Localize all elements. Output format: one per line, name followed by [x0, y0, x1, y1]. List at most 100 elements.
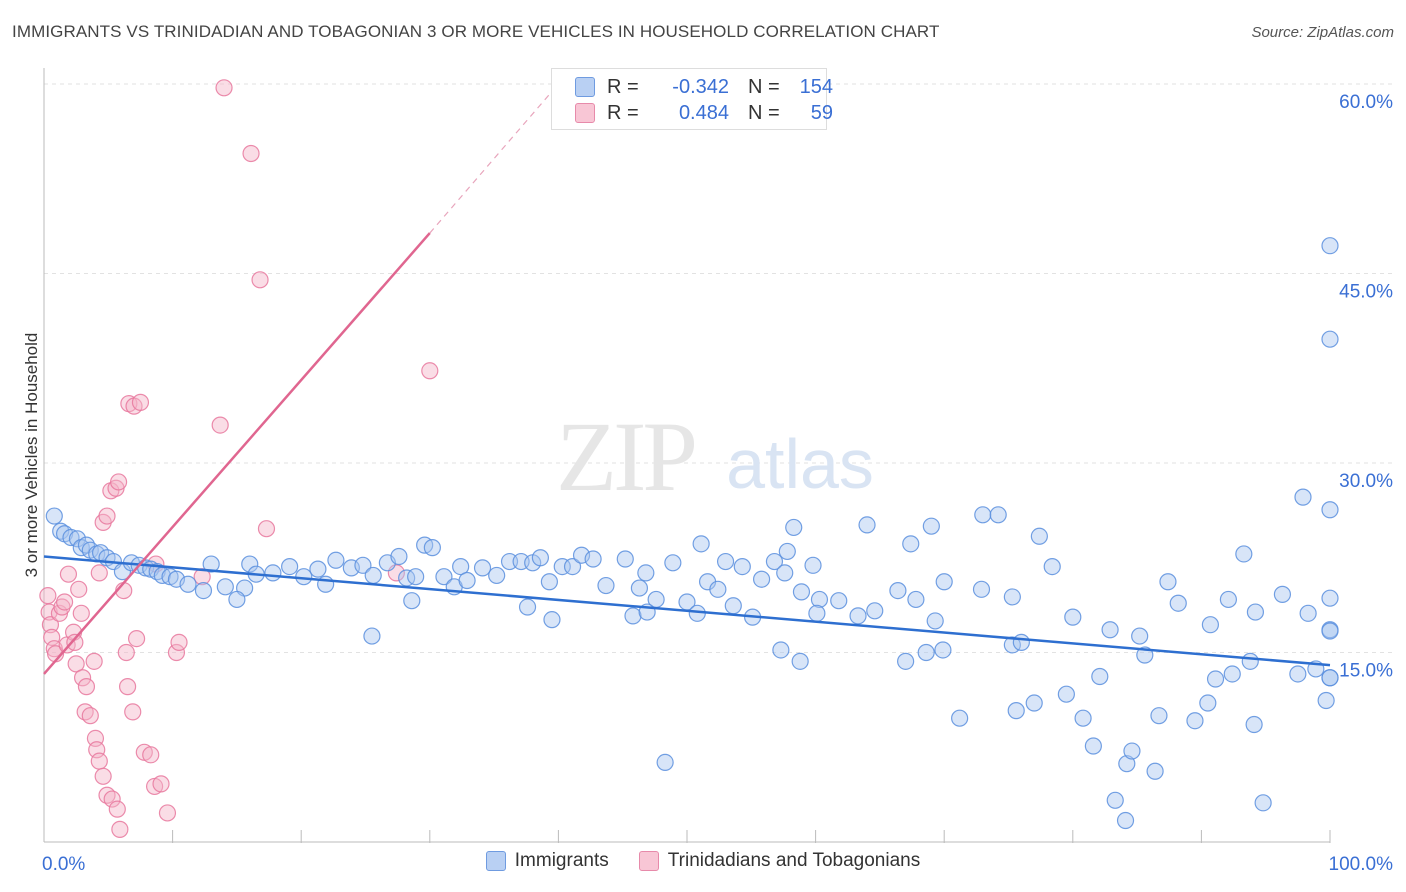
immigrants-point	[1246, 603, 1265, 621]
trinidadians-points	[39, 79, 439, 838]
immigrants-point	[584, 550, 602, 568]
trinidadians-point	[103, 790, 121, 808]
r-label: R =	[607, 101, 645, 124]
immigrants-point	[972, 580, 991, 598]
r-value-trinidadians: 0.484	[678, 101, 729, 124]
immigrants-point	[974, 506, 992, 524]
trinidadians-point	[109, 473, 128, 491]
immigrants-point	[1169, 594, 1187, 612]
legend-label-trinidadians: Trinidadians and Tobagonians	[667, 850, 921, 871]
immigrants-point	[68, 530, 87, 548]
trinidadians-point	[41, 616, 60, 634]
immigrants-point	[1057, 685, 1075, 703]
immigrants-point	[407, 568, 425, 586]
immigrants-point	[1321, 589, 1339, 607]
immigrants-point	[810, 590, 829, 609]
immigrants-point	[194, 581, 213, 600]
immigrants-point	[281, 557, 299, 576]
trinidadians-point	[81, 707, 99, 725]
legend-swatch-trinidadians	[638, 851, 659, 871]
trend-lines	[43, 83, 1331, 675]
immigrants-point	[364, 566, 382, 585]
immigrants-point	[1201, 616, 1220, 634]
trinidadians-point	[117, 643, 135, 662]
immigrants-point	[902, 535, 920, 553]
y-tick-label: 15.0%	[1339, 661, 1393, 682]
immigrants-point	[390, 547, 408, 566]
y-axis-title: 3 or more Vehicles in Household	[22, 332, 41, 578]
immigrants-point	[1235, 545, 1253, 563]
immigrants-point	[1084, 737, 1102, 755]
immigrants-point	[403, 592, 421, 610]
immigrants-point	[354, 556, 372, 574]
immigrants-point	[889, 581, 907, 600]
immigrants-point	[452, 557, 470, 576]
trinidadians-point	[131, 393, 150, 411]
n-value-immigrants: 154	[799, 75, 833, 98]
trinidadians-point	[90, 564, 108, 582]
immigrants-point	[804, 556, 822, 574]
trinidadians-point	[59, 565, 78, 583]
legend-item-immigrants: Immigrants	[485, 850, 609, 872]
axes	[43, 68, 1331, 843]
immigrants-point	[1321, 330, 1339, 348]
trinidadians-point	[421, 362, 439, 380]
immigrants-point	[309, 560, 327, 578]
legend-item-trinidadians: Trinidadians and Tobagonians	[638, 850, 921, 872]
immigrants-point	[1321, 622, 1339, 640]
chart-title: IMMIGRANTS VS TRINIDADIAN AND TOBAGONIAN…	[12, 22, 940, 41]
immigrants-point	[716, 552, 735, 571]
immigrants-point	[791, 652, 809, 670]
x-tick-label: 100.0%	[1329, 854, 1394, 875]
immigrants-point	[540, 573, 558, 591]
immigrants-point	[1321, 501, 1339, 519]
immigrants-point	[488, 566, 506, 585]
n-label: N =	[748, 75, 786, 98]
immigrants-point	[664, 554, 682, 572]
immigrants-point	[778, 542, 796, 561]
bottom-legend: Immigrants Trinidadians and Tobagonians	[0, 850, 1406, 872]
trinidadians-point	[66, 633, 84, 651]
immigrants-point	[1206, 670, 1225, 688]
immigrants-point	[637, 564, 655, 582]
immigrants-point	[1317, 691, 1335, 710]
tick-labels: 15.0% 30.0% 45.0% 60.0% 0.0% 100.0%	[42, 92, 1393, 875]
immigrants-point	[1074, 709, 1092, 727]
immigrants-point	[897, 652, 915, 670]
trinidadians-trend-extension	[429, 83, 559, 234]
immigrants-point	[563, 557, 582, 576]
trinidadians-point	[108, 800, 126, 818]
immigrants-point	[1123, 742, 1141, 760]
immigrants-point	[624, 607, 642, 625]
immigrants-point	[724, 597, 742, 615]
immigrants-point	[1116, 811, 1135, 830]
immigrants-point	[202, 555, 220, 573]
stats-legend: R = -0.342 N = 154 R = 0.484 N = 59	[551, 68, 833, 130]
immigrants-point	[295, 568, 313, 586]
trinidadians-point	[211, 416, 229, 434]
x-tick-label: 0.0%	[42, 854, 85, 875]
immigrants-point	[1321, 669, 1339, 687]
immigrants-point	[1299, 604, 1317, 622]
immigrants-point	[917, 643, 935, 662]
trinidadians-point	[98, 507, 116, 525]
n-value-trinidadians: 59	[810, 101, 833, 124]
immigrants-point	[531, 549, 549, 567]
trinidadians-point	[72, 604, 90, 622]
trinidadians-point	[90, 752, 108, 770]
immigrants-point	[792, 583, 811, 601]
trinidadians-point	[85, 652, 103, 670]
trinidadians-point	[124, 703, 142, 721]
trinidadians-point	[167, 643, 186, 662]
immigrants-point	[1321, 237, 1339, 255]
immigrants-point	[363, 627, 381, 645]
immigrants-point	[849, 607, 867, 625]
immigrants-point	[1245, 715, 1263, 734]
immigrants-point	[733, 557, 751, 576]
trinidadians-trend-line	[43, 232, 431, 675]
immigrants-point	[765, 552, 784, 571]
immigrants-point	[62, 528, 80, 547]
immigrants-point	[241, 555, 259, 573]
r-value-immigrants: -0.342	[672, 75, 729, 98]
immigrants-point	[179, 575, 197, 593]
